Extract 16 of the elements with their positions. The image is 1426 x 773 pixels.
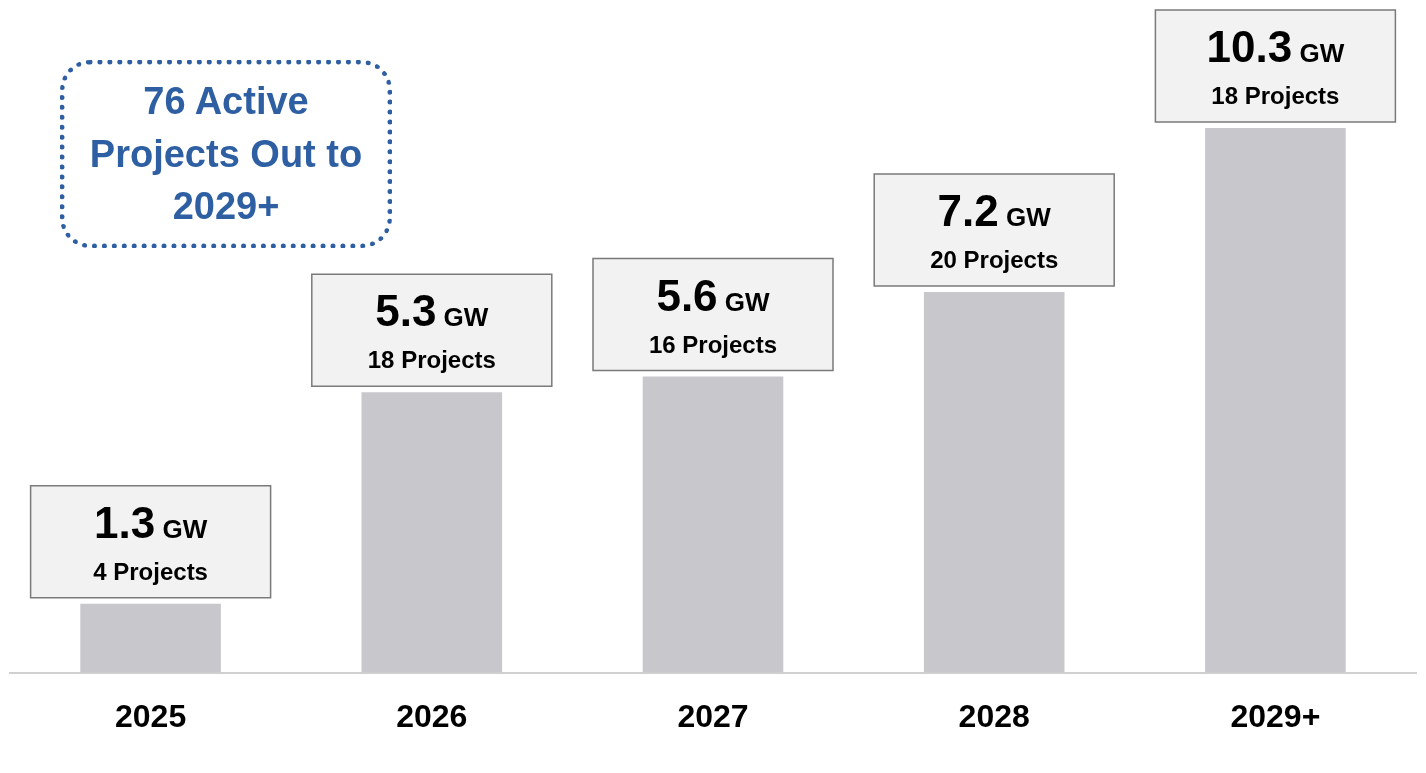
data-label: 7.2 GW (937, 185, 1052, 235)
annotation: 20 Projects (930, 245, 1059, 273)
annotation: 4 Projects (93, 557, 208, 585)
annotation: 76 Active Projects Out to 2029+ (60, 60, 392, 248)
x-tick-label: 2028 (958, 697, 1030, 734)
annotation: 16 Projects (648, 330, 778, 358)
annotation: 18 Projects (367, 346, 496, 374)
x-tick-label: 2027 (677, 697, 749, 734)
data-label: 10.3 GW (1206, 22, 1345, 71)
data-label: 1.3 GW (94, 497, 208, 547)
x-tick-label: 2029+ (1230, 697, 1321, 734)
x-tick-label: 2026 (396, 697, 468, 734)
annotation: 18 Projects (1211, 82, 1340, 109)
x-tick-label: 2025 (115, 697, 187, 734)
data-label: 5.6 GW (656, 270, 771, 320)
data-label: 5.3 GW (375, 286, 489, 336)
